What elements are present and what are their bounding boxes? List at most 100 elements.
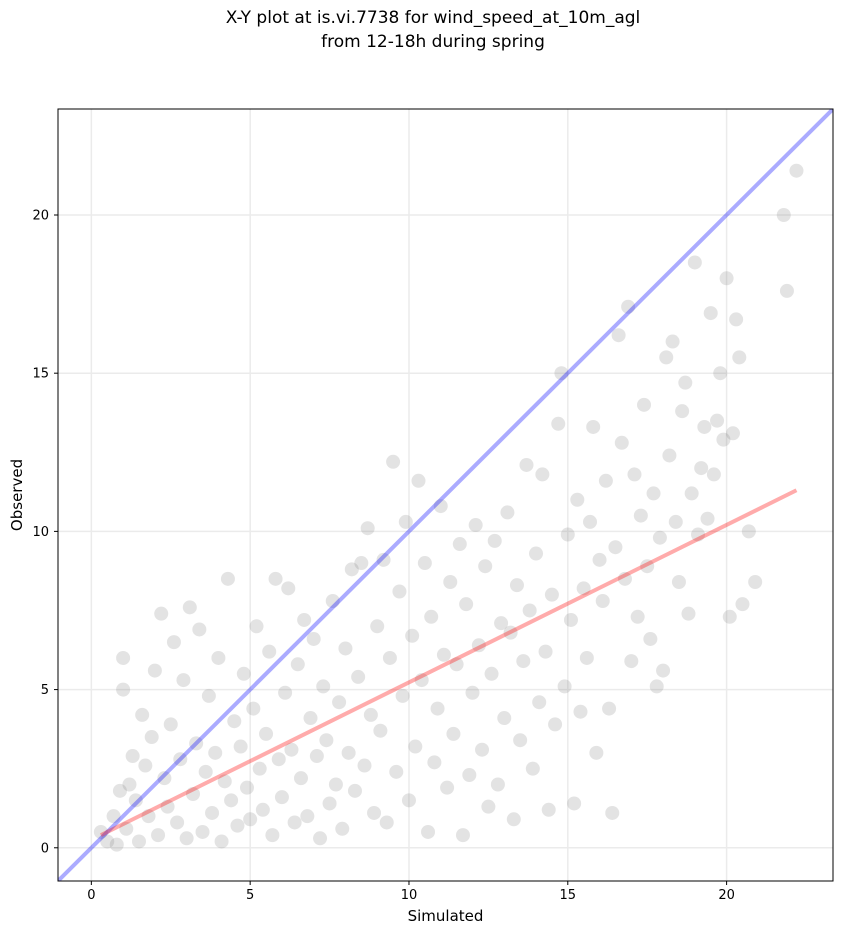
scatter-point (675, 404, 690, 419)
scatter-point (271, 752, 286, 767)
scatter-point (481, 799, 496, 814)
scatter-point (503, 625, 518, 640)
scatter-point (741, 524, 756, 539)
scatter-point (538, 644, 553, 659)
scatter-point (621, 299, 636, 314)
grid (58, 109, 833, 881)
chart-subtitle: from 12-18h during spring (321, 32, 545, 52)
scatter-point (459, 597, 474, 612)
scatter-point (560, 527, 575, 542)
scatter-point (573, 704, 588, 719)
scatter-point (449, 657, 464, 672)
scatter-point (408, 739, 423, 754)
scatter-point (131, 834, 146, 849)
scatter-point (208, 745, 223, 760)
scatter-point (516, 654, 531, 669)
scatter-point (224, 793, 239, 808)
scatter-point (691, 527, 706, 542)
scatter-point (551, 416, 566, 431)
scatter-point (316, 679, 331, 694)
scatter-point (532, 695, 547, 710)
scatter-point (211, 650, 226, 665)
scatter-point (151, 828, 166, 843)
scatter-point (659, 350, 674, 365)
scatter-point (662, 448, 677, 463)
x-axis-label: Simulated (408, 907, 484, 925)
scatter-point (475, 742, 490, 757)
scatter-point (611, 328, 626, 343)
data-points (93, 163, 804, 852)
scatter-point (652, 530, 667, 545)
y-tick-label: 20 (32, 208, 49, 223)
scatter-point (163, 717, 178, 732)
scatter-point (522, 603, 537, 618)
x-tick-label: 20 (718, 888, 735, 903)
scatter-point (455, 828, 470, 843)
scatter-point (379, 815, 394, 830)
scatter-point (335, 821, 350, 836)
scatter-point (646, 486, 661, 501)
scatter-point (440, 780, 455, 795)
scatter-point (563, 612, 578, 627)
scatter-point (259, 726, 274, 741)
scatter-point (274, 790, 289, 805)
scatter-point (735, 597, 750, 612)
scatter-point (166, 635, 181, 650)
scatter-point (417, 556, 432, 571)
scatter-point (576, 581, 591, 596)
scatter-point (214, 834, 229, 849)
scatter-point (411, 473, 426, 488)
scatter-point (506, 812, 521, 827)
scatter-point (243, 812, 258, 827)
scatter-point (367, 805, 382, 820)
scatter-point (106, 809, 121, 824)
y-tick-label: 0 (41, 841, 49, 856)
scatter-point (125, 749, 140, 764)
y-tick-label: 5 (41, 683, 49, 698)
scatter-point (630, 609, 645, 624)
regression-line (99, 488, 798, 837)
scatter-point (592, 552, 607, 567)
scatter-point (255, 802, 270, 817)
scatter-point (452, 537, 467, 552)
scatter-point (357, 758, 372, 773)
scatter-point (748, 575, 763, 590)
scatter-point (468, 518, 483, 533)
chart-title: X-Y plot at is.vi.7738 for wind_speed_at… (225, 8, 641, 28)
scatter-point (703, 306, 718, 321)
scatter-point (389, 764, 404, 779)
scatter-point (649, 679, 664, 694)
scatter-point (370, 619, 385, 634)
scatter-point (541, 802, 556, 817)
scatter-point (570, 492, 585, 507)
scatter-point (671, 575, 686, 590)
scatter-point (478, 559, 493, 574)
scatter-point (325, 593, 340, 608)
scatter-point (509, 578, 524, 593)
scatter-point (443, 575, 458, 590)
scatter-point (179, 831, 194, 846)
scatter-point (567, 796, 582, 811)
scatter-point (303, 711, 318, 726)
scatter-point (579, 650, 594, 665)
scatter-point (195, 824, 210, 839)
scatter-point (341, 745, 356, 760)
scatter-point (189, 736, 204, 751)
x-tick-label: 5 (246, 888, 254, 903)
scatter-point (614, 435, 629, 450)
scatter-point (268, 571, 283, 586)
scatter-point (182, 600, 197, 615)
scatter-point (694, 461, 709, 476)
scatter-point (313, 831, 328, 846)
x-tick-label: 15 (560, 888, 577, 903)
scatter-point (414, 673, 429, 688)
scatter-point (722, 609, 737, 624)
scatter-point (328, 777, 343, 792)
scatter-point (605, 805, 620, 820)
scatter-point (138, 758, 153, 773)
scatter-point (678, 375, 693, 390)
scatter-point (376, 552, 391, 567)
scatter-point (529, 546, 544, 561)
scatter-point (776, 207, 791, 222)
